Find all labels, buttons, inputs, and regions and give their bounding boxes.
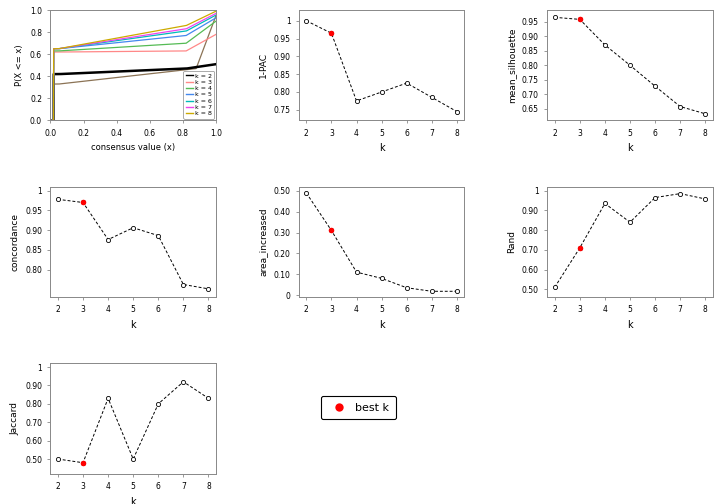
X-axis label: k: k: [627, 320, 633, 330]
X-axis label: k: k: [130, 320, 136, 330]
Y-axis label: 1-PAC: 1-PAC: [259, 52, 268, 78]
Y-axis label: concordance: concordance: [11, 213, 19, 271]
X-axis label: k: k: [627, 143, 633, 153]
Y-axis label: P(X <= x): P(X <= x): [15, 44, 24, 86]
Y-axis label: Jaccard: Jaccard: [11, 402, 19, 435]
Y-axis label: Rand: Rand: [508, 230, 516, 254]
X-axis label: k: k: [379, 143, 384, 153]
Legend: best k: best k: [321, 396, 396, 419]
Legend: k = 2, k = 3, k = 4, k = 5, k = 6, k = 7, k = 8: k = 2, k = 3, k = 4, k = 5, k = 6, k = 7…: [184, 71, 214, 118]
X-axis label: k: k: [130, 496, 136, 504]
Y-axis label: mean_silhouette: mean_silhouette: [508, 28, 516, 103]
Y-axis label: area_increased: area_increased: [259, 208, 268, 276]
X-axis label: k: k: [379, 320, 384, 330]
X-axis label: consensus value (x): consensus value (x): [91, 143, 175, 152]
